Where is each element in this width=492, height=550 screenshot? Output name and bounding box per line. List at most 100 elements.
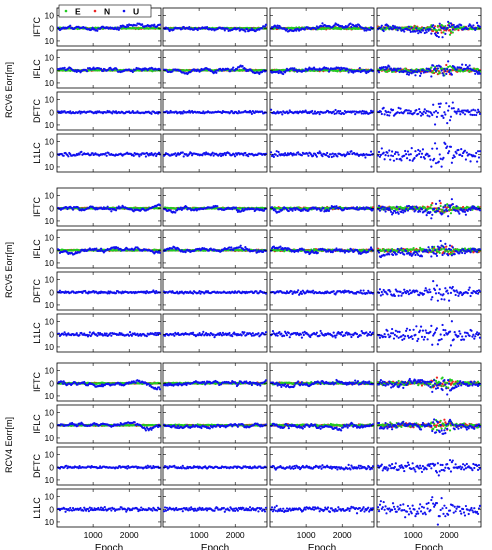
data-point — [469, 160, 472, 163]
data-point — [362, 112, 365, 115]
data-point — [320, 28, 323, 31]
panel-rcv6-iftc-3 — [269, 7, 375, 47]
data-point — [379, 110, 382, 113]
data-point — [409, 30, 412, 33]
data-point — [456, 110, 459, 113]
data-point — [144, 155, 147, 158]
panel-rcv6-iflc-2 — [162, 49, 268, 89]
data-point — [67, 155, 70, 158]
data-point — [449, 30, 453, 33]
data-point — [287, 209, 290, 213]
data-point — [471, 113, 474, 117]
data-point — [104, 152, 107, 155]
data-point — [391, 24, 395, 27]
data-point — [448, 119, 452, 122]
data-point — [469, 113, 472, 116]
data-point — [448, 65, 452, 68]
data-point — [434, 110, 438, 113]
data-point — [459, 153, 462, 156]
data-point — [455, 152, 458, 155]
data-point — [190, 152, 193, 155]
data-point — [476, 111, 479, 114]
data-point — [181, 112, 184, 115]
data-point — [436, 24, 439, 28]
data-point — [261, 27, 264, 30]
data-point — [447, 70, 451, 74]
data-point — [212, 154, 215, 157]
data-point — [350, 25, 353, 29]
data-point — [135, 24, 138, 27]
data-point — [188, 25, 191, 29]
data-point — [362, 206, 365, 209]
data-point — [382, 65, 385, 69]
data-point — [432, 71, 435, 74]
data-point — [382, 151, 385, 154]
data-point — [434, 162, 438, 165]
y-tick-label: 10 — [45, 11, 55, 21]
data-point — [427, 110, 430, 113]
data-point — [441, 208, 444, 211]
data-point — [438, 71, 441, 74]
data-point — [471, 26, 474, 29]
data-point — [318, 112, 321, 116]
data-point — [315, 155, 318, 158]
data-point — [449, 22, 453, 25]
panel-rcv5-iftc-4 — [376, 187, 482, 227]
data-point — [355, 208, 358, 211]
data-point — [448, 33, 452, 36]
data-point — [283, 154, 286, 157]
data-point — [111, 112, 114, 115]
panel-rcv6-iflc-4 — [376, 49, 482, 89]
data-point — [426, 70, 429, 73]
panel-rcv6-l1lc-4 — [376, 133, 482, 173]
data-point — [418, 108, 421, 111]
data-point — [380, 24, 383, 27]
data-point — [78, 110, 81, 113]
data-point — [447, 208, 451, 212]
data-point — [403, 30, 406, 33]
data-point — [391, 154, 395, 158]
data-point — [434, 69, 438, 72]
data-point — [237, 27, 240, 30]
data-point — [413, 27, 416, 30]
data-point — [432, 24, 435, 27]
data-point — [429, 158, 432, 161]
data-point — [110, 210, 113, 213]
data-point — [276, 24, 279, 27]
data-point — [300, 154, 304, 157]
data-point — [141, 23, 144, 26]
data-point — [91, 26, 94, 29]
data-point — [69, 24, 72, 27]
data-point — [442, 156, 445, 159]
y-tick-label: 10 — [45, 78, 55, 88]
panel-rcv6-iftc-2 — [162, 7, 268, 47]
data-point — [132, 154, 135, 157]
data-point — [447, 20, 450, 23]
panel-rcv6-dftc-4 — [376, 91, 482, 131]
panel-rcv6-dftc-3 — [269, 91, 375, 131]
data-point — [264, 207, 268, 210]
y-tick-label: 10 — [45, 53, 55, 63]
data-point — [116, 26, 119, 29]
data-point — [187, 27, 190, 30]
data-point — [448, 68, 452, 72]
data-point — [478, 112, 482, 116]
data-point — [143, 152, 147, 155]
data-point — [263, 25, 267, 28]
data-point — [322, 207, 325, 210]
data-point — [441, 67, 444, 70]
data-point — [457, 29, 460, 32]
data-point — [394, 151, 397, 154]
data-point — [275, 26, 278, 29]
data-point — [468, 110, 471, 113]
data-point — [376, 154, 380, 157]
data-point — [387, 110, 390, 113]
data-point — [223, 151, 226, 155]
row-label-iftc: IFTC — [32, 197, 42, 217]
data-point — [397, 106, 400, 109]
data-point — [444, 113, 447, 116]
data-point — [408, 112, 411, 115]
data-point — [437, 35, 440, 39]
data-point — [291, 209, 294, 212]
data-point — [220, 69, 224, 72]
